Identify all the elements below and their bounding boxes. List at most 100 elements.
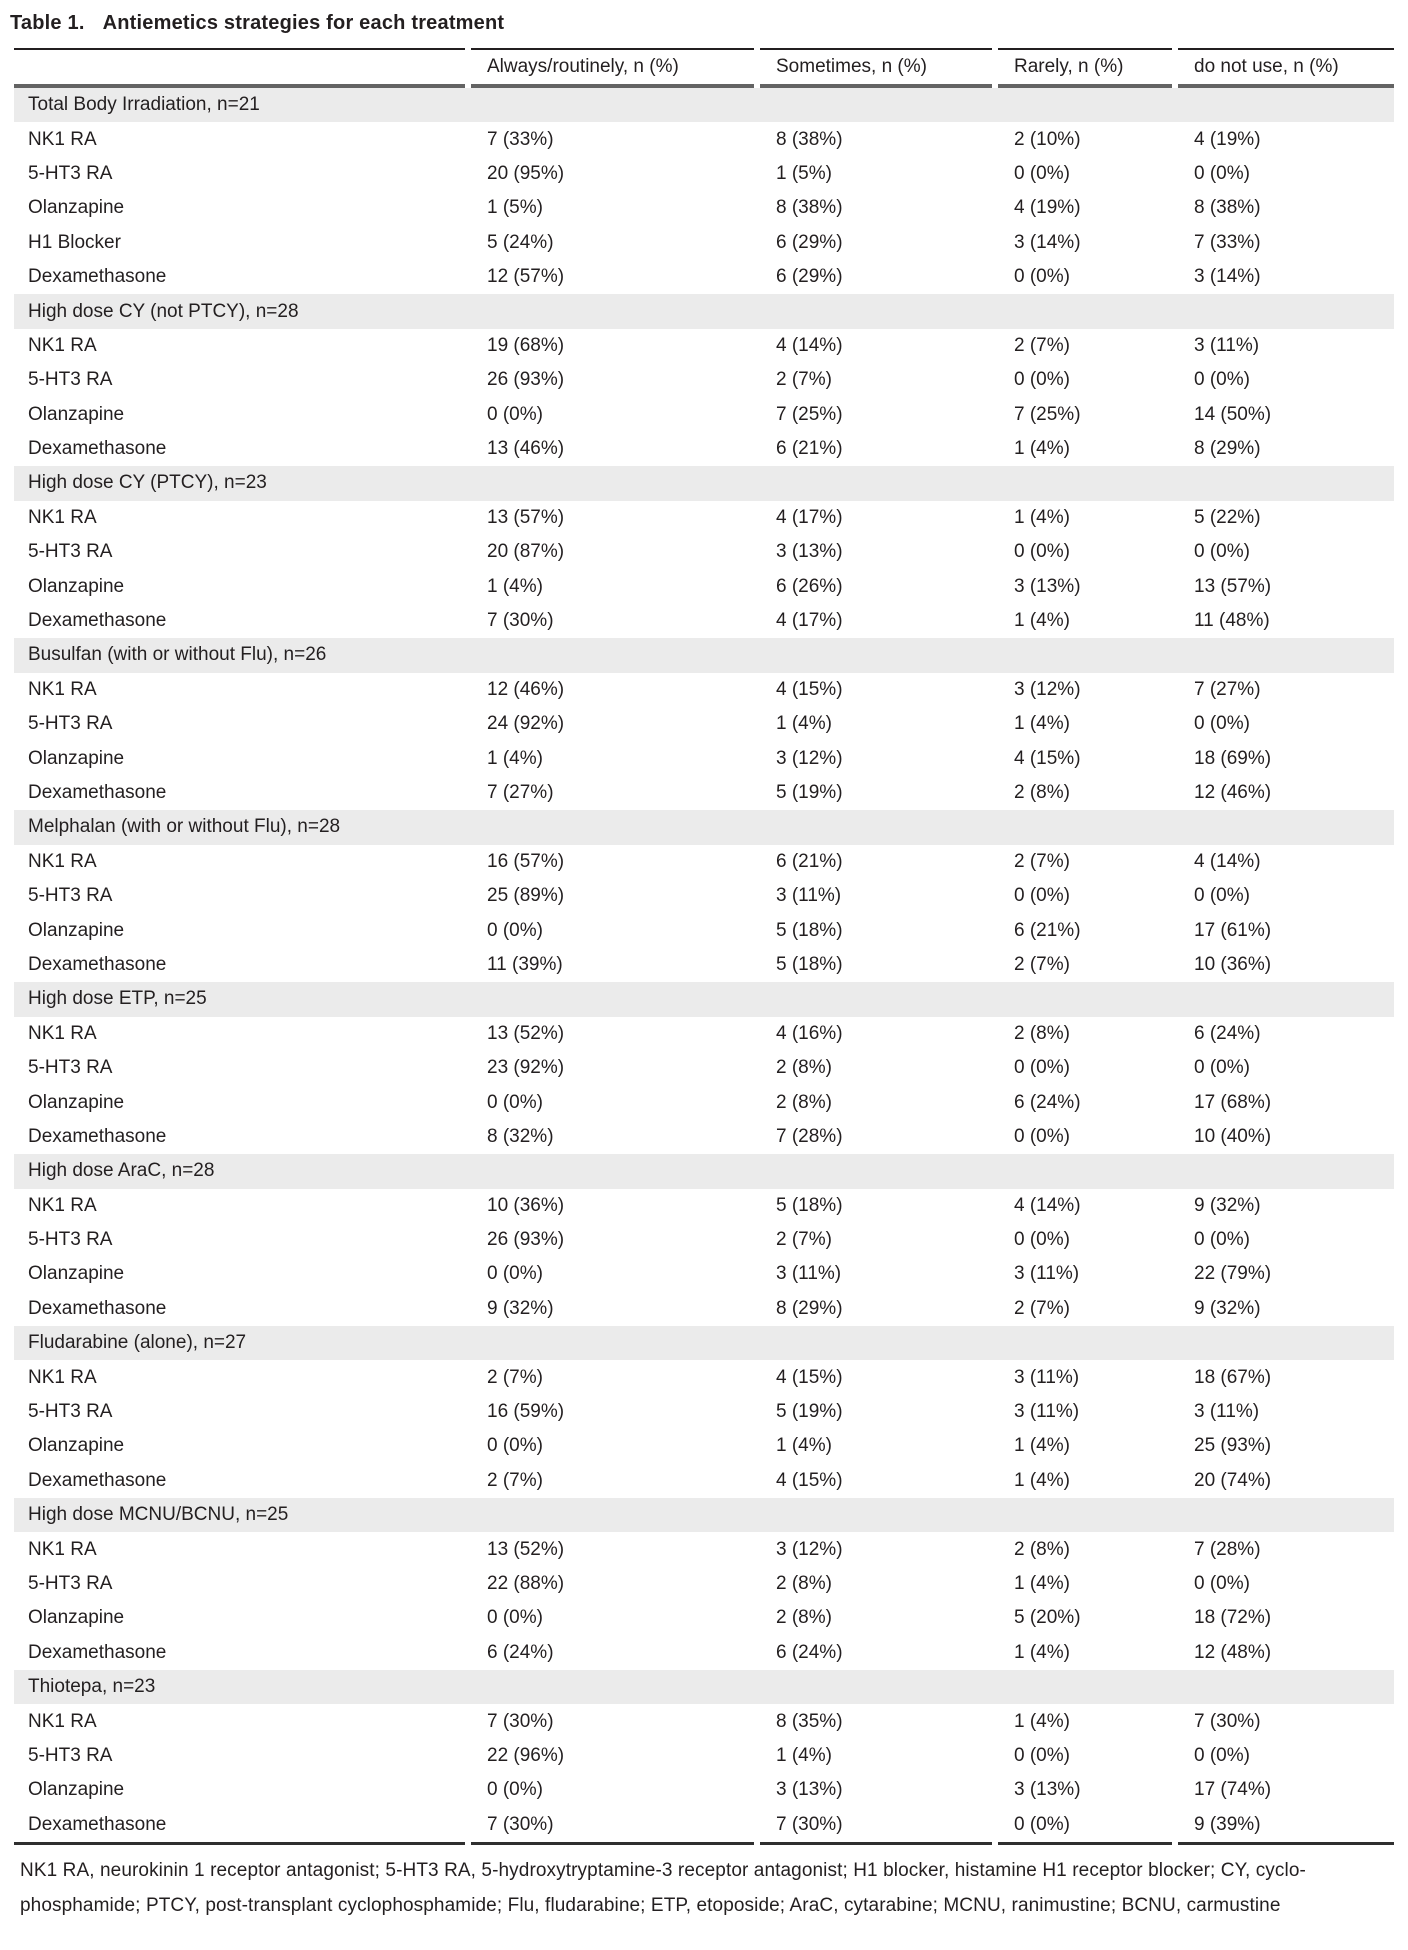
antiemetics-table: Always/routinely, n (%) Sometimes, n (%)… (8, 48, 1400, 1845)
table-row: Dexamethasone 2 (7%) 4 (15%) 1 (4%) 20 (74%) (14, 1464, 1394, 1498)
row-label: Olanzapine (28, 919, 125, 941)
table-row: NK1 RA 2 (7%) 4 (15%) 3 (11%) 18 (67%) (14, 1360, 1394, 1394)
row-label: Dexamethasone (14, 1808, 465, 1845)
value-cell: 9 (32%) (1194, 1194, 1261, 1216)
value-cell: 0 (0%) (487, 1779, 543, 1801)
value-cell: 3 (14%) (1014, 231, 1081, 253)
value-cell: 23 (92%) (487, 1057, 565, 1079)
value-cell: 2 (8%) (776, 1607, 832, 1629)
value-cell: 4 (15%) (776, 678, 843, 700)
row-label: Dexamethasone (28, 266, 167, 288)
value-cell: 2 (7%) (1014, 953, 1070, 975)
row-label: Olanzapine (28, 1607, 125, 1629)
value-cell: 13 (57%) (487, 506, 565, 528)
footnote: NK1 RA, neurokinin 1 receptor antagonist… (8, 1853, 1400, 1923)
table-header: Always/routinely, n (%) Sometimes, n (%)… (14, 48, 1394, 88)
section-header-row: Fludarabine (alone), n=27 (14, 1326, 1394, 1361)
value-cell: 5 (19%) (776, 782, 843, 803)
section-header: High dose CY (not PTCY), n=28 (14, 294, 1394, 329)
value-cell: 1 (4%) (1014, 1469, 1070, 1491)
value-cell: 6 (26%) (776, 575, 843, 597)
value-cell: 0 (0%) (1194, 1057, 1250, 1079)
section-header: Fludarabine (alone), n=27 (14, 1326, 1394, 1361)
row-label: 5-HT3 RA (28, 1401, 113, 1423)
value-cell: 3 (13%) (776, 541, 843, 563)
table-row: 5-HT3 RA 20 (87%) 3 (13%) 0 (0%) 0 (0%) (14, 535, 1394, 569)
row-label: Olanzapine (28, 197, 125, 219)
value-cell: 1 (5%) (487, 197, 543, 219)
value-cell: 4 (19%) (1194, 128, 1261, 150)
value-cell: 11 (48%) (1194, 610, 1270, 632)
row-label: NK1 RA (28, 506, 97, 528)
value-cell: 0 (0%) (1194, 1744, 1250, 1766)
table-row: Dexamethasone 6 (24%) 6 (24%) 1 (4%) 12 (48%… (14, 1636, 1394, 1670)
section-header: Melphalan (with or without Flu), n=28 (14, 810, 1394, 845)
table-title: Table 1. Antiemetics strategies for each … (8, 0, 1400, 35)
row-label: 5-HT3 RA (28, 713, 113, 735)
row-label: Dexamethasone (28, 1297, 167, 1319)
value-cell: 1 (4%) (1014, 506, 1070, 528)
table-row: NK1 RA 16 (57%) 6 (21%) 2 (7%) 4 (14%) (14, 845, 1394, 879)
value-cell: 10 (36%) (487, 1194, 565, 1216)
value-cell: 7 (30%) (1194, 1710, 1261, 1732)
row-label: NK1 RA (28, 334, 97, 356)
value-cell: 3 (12%) (776, 747, 843, 769)
value-cell: 7 (27%) (1194, 678, 1261, 700)
table-row: Dexamethasone 8 (32%) 7 (28%) 0 (0%) 10 (40%… (14, 1120, 1394, 1154)
value-cell: 9 (39%) (1178, 1808, 1394, 1845)
value-cell: 16 (57%) (487, 850, 565, 872)
value-cell: 3 (14%) (1194, 266, 1261, 288)
value-cell: 2 (8%) (776, 1091, 832, 1113)
row-label: Olanzapine (28, 403, 125, 425)
section-header-row: High dose ETP, n=25 (14, 982, 1394, 1017)
value-cell: 2 (8%) (776, 1057, 832, 1079)
value-cell: 26 (93%) (487, 1229, 565, 1251)
value-cell: 2 (7%) (487, 1366, 543, 1388)
value-cell: 3 (13%) (776, 1779, 843, 1801)
table-row: Dexamethasone 9 (32%) 8 (29%) 2 (7%) 9 (32%) (14, 1292, 1394, 1326)
value-cell: 7 (28%) (1194, 1538, 1261, 1560)
value-cell: 18 (69%) (1194, 747, 1272, 769)
table-body: Total Body Irradiation, n=21 NK1 RA 7 (33%… (14, 88, 1394, 1845)
table-row: Olanzapine 1 (4%) 6 (26%) 3 (13%) 13 (57%) (14, 569, 1394, 603)
row-label: Olanzapine (28, 1435, 125, 1457)
value-cell: 20 (95%) (487, 162, 565, 184)
value-cell: 1 (4%) (1014, 713, 1070, 735)
value-cell: 20 (74%) (1194, 1469, 1272, 1491)
value-cell: 6 (24%) (776, 1641, 843, 1663)
value-cell: 4 (16%) (776, 1022, 843, 1044)
row-label: Olanzapine (28, 1779, 125, 1801)
value-cell: 9 (32%) (1194, 1297, 1261, 1319)
table-row: Olanzapine 0 (0%) 3 (11%) 3 (11%) 22 (79%) (14, 1257, 1394, 1291)
value-cell: 0 (0%) (1194, 1229, 1250, 1251)
value-cell: 1 (5%) (776, 162, 832, 184)
value-cell: 0 (0%) (1194, 885, 1250, 907)
value-cell: 8 (29%) (1194, 438, 1261, 460)
column-header-rarely: Rarely, n (%) (998, 48, 1172, 88)
row-label: NK1 RA (28, 1538, 97, 1560)
section-header-row: High dose CY (PTCY), n=23 (14, 466, 1394, 501)
value-cell: 18 (72%) (1194, 1607, 1272, 1629)
value-cell: 0 (0%) (1014, 162, 1070, 184)
table-title-label: Table 1. (10, 12, 85, 34)
value-cell: 13 (46%) (487, 438, 565, 460)
table-row: Olanzapine 1 (5%) 8 (38%) 4 (19%) 8 (38%) (14, 191, 1394, 225)
row-label: 5-HT3 RA (28, 1744, 113, 1766)
row-label: Dexamethasone (28, 610, 167, 632)
table-row: 5-HT3 RA 22 (88%) 2 (8%) 1 (4%) 0 (0%) (14, 1567, 1394, 1601)
row-label-column-header (14, 48, 465, 88)
value-cell: 2 (7%) (776, 369, 832, 391)
value-cell: 3 (13%) (1014, 1779, 1081, 1801)
value-cell: 5 (18%) (776, 953, 843, 975)
value-cell: 0 (0%) (487, 919, 543, 941)
value-cell: 7 (30%) (760, 1808, 992, 1845)
value-cell: 7 (33%) (1194, 231, 1261, 253)
value-cell: 12 (46%) (1194, 782, 1272, 803)
value-cell: 4 (19%) (1014, 197, 1081, 219)
row-label: 5-HT3 RA (28, 162, 113, 184)
row-label: 5-HT3 RA (28, 885, 113, 907)
table-row: Dexamethasone 7 (30%) 4 (17%) 1 (4%) 11 (48%… (14, 604, 1394, 638)
value-cell: 22 (79%) (1194, 1263, 1272, 1285)
table-row: Olanzapine 0 (0%) 2 (8%) 6 (24%) 17 (68%) (14, 1085, 1394, 1119)
table-row: 5-HT3 RA 22 (96%) 1 (4%) 0 (0%) 0 (0%) (14, 1739, 1394, 1773)
